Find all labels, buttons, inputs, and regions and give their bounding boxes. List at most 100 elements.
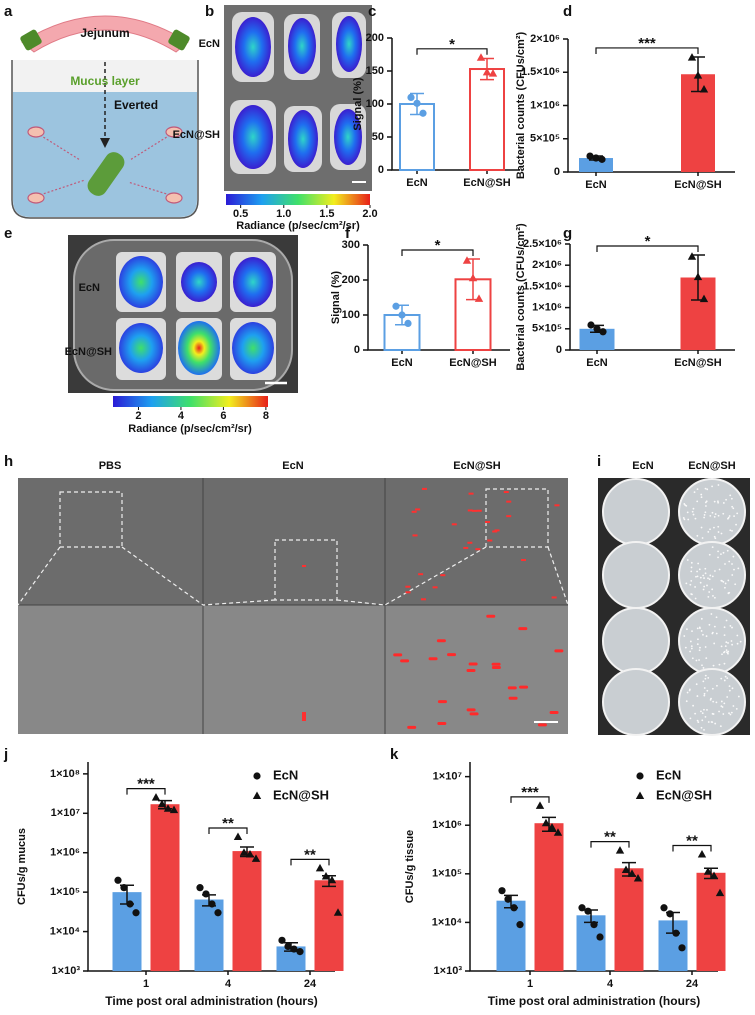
colony: [739, 640, 742, 643]
colony: [702, 588, 705, 591]
data-point: [163, 804, 173, 812]
data-point: [709, 871, 719, 880]
bacteria: [437, 721, 447, 725]
column-label: EcN@SH: [688, 460, 735, 472]
bacteria: [405, 585, 411, 588]
colorbar-tick-label: 8: [263, 410, 269, 422]
data-point: [547, 822, 557, 831]
colony: [717, 500, 719, 503]
colony: [711, 687, 714, 690]
colony: [724, 645, 727, 648]
colony: [724, 582, 727, 585]
colony: [708, 553, 711, 556]
colony: [686, 559, 689, 561]
colony: [702, 680, 705, 683]
colony: [694, 517, 697, 520]
colony: [704, 567, 707, 570]
data-point: [592, 154, 600, 162]
colony: [709, 528, 711, 531]
colony: [728, 515, 731, 517]
bacteria: [491, 662, 501, 666]
bar: [496, 900, 526, 971]
colony: [689, 640, 692, 643]
data-point: [404, 319, 412, 327]
bacteria: [436, 639, 446, 643]
colony: [706, 689, 709, 692]
panel-a-diagram: [11, 15, 199, 219]
bar: [383, 314, 421, 351]
colony: [728, 689, 731, 692]
x-tick-label: EcN@SH: [449, 357, 496, 369]
colony: [711, 485, 713, 488]
bar: [579, 328, 615, 350]
significance-bracket: [596, 245, 699, 253]
bacteria: [484, 520, 490, 523]
colony: [694, 586, 696, 588]
colony: [700, 493, 703, 496]
data-point: [251, 854, 261, 862]
colony: [703, 694, 706, 697]
colony: [726, 696, 729, 698]
colony: [728, 685, 731, 688]
bacteria: [537, 723, 547, 727]
data-point: [615, 846, 625, 854]
data-point: [392, 302, 400, 310]
colony: [690, 579, 693, 582]
colony: [696, 643, 699, 646]
colony: [703, 585, 706, 588]
colony: [729, 713, 732, 716]
y-tick-label: 1×10⁵: [432, 868, 462, 880]
bacteria: [420, 598, 426, 601]
colony: [700, 617, 703, 620]
colony: [709, 574, 712, 577]
colony: [685, 582, 688, 585]
colony: [686, 628, 688, 631]
bar: [614, 868, 644, 971]
x-tick-label: EcN: [585, 179, 606, 191]
data-point: [541, 818, 551, 827]
x-tick-label: EcN: [391, 357, 412, 369]
colony: [696, 488, 699, 491]
bacteria: [506, 500, 512, 503]
colony: [720, 677, 723, 680]
data-point: [157, 799, 167, 808]
colony: [702, 574, 705, 577]
bacteria: [407, 725, 417, 729]
colony: [714, 722, 717, 725]
y-tick-label: 0: [354, 344, 360, 356]
colony: [689, 583, 692, 586]
colony: [692, 513, 695, 516]
data-point: [290, 945, 298, 953]
bacteria: [476, 509, 482, 512]
bar: [232, 851, 262, 971]
colony: [711, 511, 714, 514]
panel-e-image: [68, 235, 298, 407]
colony: [687, 518, 690, 521]
panel-letter: e: [4, 225, 12, 242]
colony: [701, 719, 704, 722]
data-point: [468, 273, 478, 282]
colony: [718, 663, 721, 666]
colony: [723, 662, 726, 665]
y-tick-label: 50: [372, 131, 384, 143]
colony: [689, 650, 692, 653]
colony: [699, 581, 702, 584]
colony: [704, 511, 707, 514]
data-point: [474, 294, 484, 302]
y-tick-label: 5×10⁵: [530, 133, 560, 145]
data-point: [636, 772, 644, 780]
data-point: [252, 791, 262, 799]
colony: [711, 712, 714, 715]
bar: [150, 804, 180, 971]
x-tick-label: 4: [225, 978, 232, 990]
colony: [723, 679, 726, 682]
colony: [726, 549, 729, 552]
bacteria: [302, 712, 306, 721]
column-label: EcN: [632, 460, 653, 472]
colony: [700, 526, 703, 529]
significance-label: ***: [638, 35, 656, 52]
data-point: [327, 875, 337, 884]
colony: [692, 507, 695, 510]
column-label: PBS: [99, 460, 122, 472]
colony: [701, 537, 704, 539]
